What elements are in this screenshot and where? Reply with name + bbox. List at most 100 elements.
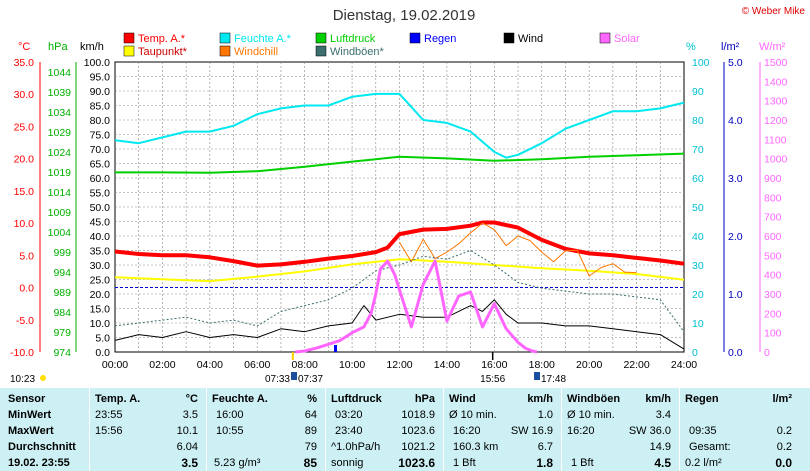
rain-tick-label: 0.0: [728, 347, 743, 359]
stats-col-gust: Windböen km/h Ø 10 min. 3.4 16:20 SW 36.…: [561, 388, 679, 471]
wind-tick-label: 5.0: [95, 333, 110, 345]
humidity-tick-label: 60: [692, 173, 704, 185]
x-tick-label: 20:00: [576, 359, 602, 371]
tmax-time-label: 15:56: [480, 374, 505, 385]
humidity-tick-label: 0: [692, 347, 698, 359]
legend-swatch: [315, 32, 327, 44]
stats-hum-avg: 79: [304, 441, 317, 453]
stats-row-avg: Durchschnitt: [8, 441, 76, 453]
stats-gust-bft: 1 Bft: [571, 457, 594, 469]
stats-wind-run: 160.3 km: [453, 441, 499, 453]
wind-tick-label: 75.0: [90, 130, 111, 142]
rain-tick-label: 1.0: [728, 289, 743, 301]
temp-tick-label: -5.0: [16, 315, 34, 327]
humidity-tick-label: 100: [692, 57, 710, 69]
temp-tick-label: 35.0: [14, 57, 35, 69]
pressure-tick-label: 1039: [48, 87, 72, 99]
x-tick-label: 06:00: [244, 359, 270, 371]
stats-col-humidity: Feuchte A. % 16:00 64 10:55 89 79 5.23 g…: [206, 388, 325, 471]
stats-temp-header: Temp. A.: [95, 393, 141, 405]
series-temp-a-line: [114, 220, 685, 268]
x-tick-label: 18:00: [529, 359, 555, 371]
wind-tick-label: 0.0: [95, 347, 110, 359]
temp-tick-label: 5.0: [19, 250, 34, 262]
stats-press-current: 1023.6: [398, 456, 435, 470]
series-taupunkt-line: [114, 258, 685, 283]
wind-tick-label: 80.0: [90, 115, 111, 127]
x-tick-label: 24:00: [671, 359, 697, 371]
pressure-tick-label: 984: [53, 307, 71, 319]
pressure-tick-label: 1029: [48, 127, 72, 139]
legend-label: Luftdruck: [330, 33, 376, 45]
legend-swatch: [219, 45, 231, 57]
wind-tick-label: 35.0: [90, 246, 111, 258]
stats-gust-min-label: Ø 10 min.: [567, 409, 615, 421]
legend-label: Solar: [614, 33, 640, 45]
stats-temp-current: 3.5: [181, 456, 198, 470]
series-windb-en-line: [114, 250, 685, 332]
x-axis: 00:00 02:00 04:00 06:00 08:00 10:00 12:00 14:00…: [102, 359, 697, 371]
temp-tick-label: 20.0: [14, 154, 35, 166]
stats-temp-avg: 6.04: [176, 441, 198, 453]
stats-rain-rate: 0.2 l/m²: [685, 457, 722, 469]
stats-gust-max: SW 36.0: [628, 425, 671, 437]
pressure-tick-label: 1019: [48, 167, 72, 179]
wind-tick-label: 30.0: [90, 260, 111, 272]
stats-press-max: 1023.6: [401, 425, 435, 437]
series-solar-line: [295, 259, 538, 354]
stats-hum-abs: 5.23 g/m³: [214, 457, 261, 469]
wind-tick-label: 40.0: [90, 231, 111, 243]
stats-wind-unit: km/h: [527, 393, 553, 405]
stats-wind-current: 1.8: [536, 456, 553, 470]
legend-swatch: [219, 32, 231, 44]
x-tick-label: 22:00: [623, 359, 649, 371]
pressure-tick-label: 979: [53, 327, 71, 339]
stats-rain-current: 0.0: [775, 456, 792, 470]
stats-gust-header: Windböen: [567, 393, 621, 405]
right-axes: 10090807060504030201005.04.03.02.01.00.0…: [686, 41, 788, 359]
humidity-axis-unit: %: [686, 41, 696, 53]
solar-tick-label: 800: [764, 192, 782, 204]
chart-title: Dienstag, 19.02.2019: [333, 7, 476, 24]
pressure-tick-label: 994: [53, 267, 71, 279]
temp-axis-unit: °C: [18, 41, 30, 53]
solar-tick-label: 500: [764, 250, 782, 262]
humidity-tick-label: 50: [692, 202, 704, 214]
series-windchill-line: [399, 222, 637, 277]
current-time-label: 10:23: [10, 374, 35, 385]
stats-hum-min-time: 16:00: [216, 409, 244, 421]
solar-tick-label: 1200: [764, 115, 788, 127]
solar-tick-label: 700: [764, 212, 782, 224]
stats-col-rain: Regen l/m² 09:35 0.2 Gesamt: 0.2 0.2 l/m…: [679, 388, 810, 471]
stats-hum-current: 85: [303, 456, 317, 470]
stats-hum-header: Feuchte A.: [212, 393, 268, 405]
series-luftdruck-line: [115, 152, 685, 174]
sun-icon: [40, 375, 46, 381]
stats-press-avg: 1021.2: [401, 441, 435, 453]
solar-tick-label: 100: [764, 328, 782, 340]
humidity-tick-label: 40: [692, 231, 704, 243]
stats-press-min-time: 03:20: [335, 409, 363, 421]
stats-temp-min: 3.5: [182, 409, 198, 421]
stats-col-wind: Wind km/h Ø 10 min. 1.0 16:20 SW 16.9 16…: [443, 388, 561, 471]
stats-rain-unit: l/m²: [772, 393, 792, 405]
wind-tick-label: 10.0: [90, 318, 111, 330]
stats-gust-unit: km/h: [645, 393, 671, 405]
wind-tick-label: 95.0: [90, 72, 111, 84]
solar-tick-label: 1400: [764, 76, 788, 88]
pressure-tick-label: 989: [53, 287, 71, 299]
stats-press-trend: ^1.0hPa/h: [331, 441, 381, 453]
rain-tick-label: 4.0: [728, 115, 743, 127]
sunrise-label-2: 07:37: [298, 374, 323, 385]
solar-tick-label: 200: [764, 308, 782, 320]
wind-tick-label: 20.0: [90, 289, 111, 301]
x-tick-label: 02:00: [149, 359, 175, 371]
legend-label: Feuchte A.*: [234, 33, 292, 45]
grid: [114, 61, 685, 353]
stats-press-unit: hPa: [414, 393, 435, 405]
wind-tick-label: 25.0: [90, 275, 111, 287]
stats-col-pressure: Luftdruck hPa 03:20 1018.9 23:40 1023.6 …: [325, 388, 443, 471]
wind-tick-label: 70.0: [90, 144, 111, 156]
stats-header-sensor: Sensor: [8, 393, 46, 405]
legend-label: Wind: [518, 33, 543, 45]
